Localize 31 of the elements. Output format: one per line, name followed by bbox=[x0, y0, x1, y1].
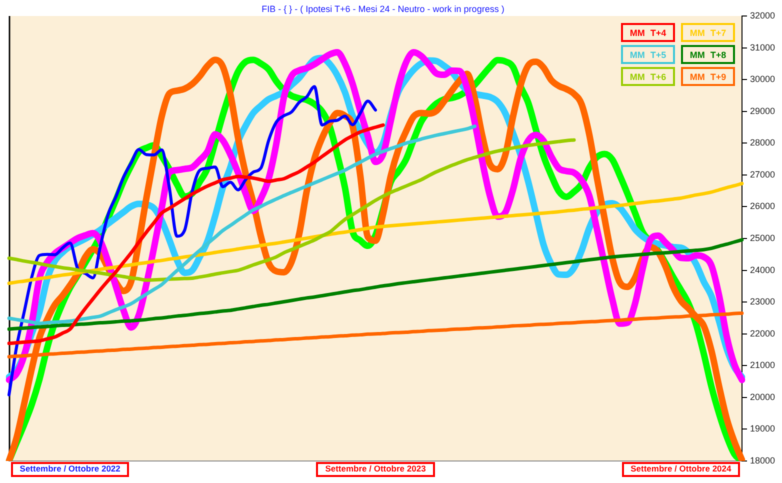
text: MM T+7 bbox=[681, 23, 735, 42]
line-series bbox=[7, 124, 477, 326]
text: MM T+8 bbox=[681, 45, 735, 64]
text: MM T+9 bbox=[681, 67, 735, 86]
y-tick-label: 24000 bbox=[750, 264, 776, 275]
y-tick-label: 25000 bbox=[750, 232, 776, 243]
y-tick-label: 31000 bbox=[750, 42, 776, 52]
line-series bbox=[7, 138, 576, 282]
line-series bbox=[7, 182, 744, 286]
y-tick-label: 23000 bbox=[750, 296, 776, 307]
y-tick-label: 30000 bbox=[750, 74, 776, 84]
x-tick-label: Settembre / Ottobre 2022 bbox=[20, 463, 121, 474]
x-tick-label: Settembre / Ottobre 2023 bbox=[325, 463, 426, 474]
text: MM T+5 bbox=[621, 45, 675, 64]
y-tick-label: 32000 bbox=[750, 10, 776, 20]
y-tick-label: 27000 bbox=[750, 169, 776, 180]
line-series bbox=[8, 85, 377, 396]
text: MM T+6 bbox=[621, 67, 675, 86]
y-tick-label: 29000 bbox=[750, 106, 776, 116]
y-tick-label: 20000 bbox=[750, 392, 776, 402]
x-tick-label: Settembre / Ottobre 2024 bbox=[630, 463, 732, 474]
text: MM T+4 bbox=[621, 23, 675, 42]
y-tick-label: 18000 bbox=[750, 455, 776, 466]
y-tick-label: 21000 bbox=[750, 360, 776, 370]
y-tick-label: 22000 bbox=[750, 328, 776, 338]
line-series bbox=[7, 123, 385, 346]
line-series bbox=[7, 238, 744, 331]
y-tick-label: 19000 bbox=[750, 424, 776, 434]
y-tick-label: 26000 bbox=[750, 201, 776, 212]
y-tick-label: 28000 bbox=[750, 138, 776, 148]
chart-title: FIB - { } - ( Ipotesi T+6 - Mesi 24 - Neutro - work in progress ) bbox=[262, 4, 504, 14]
